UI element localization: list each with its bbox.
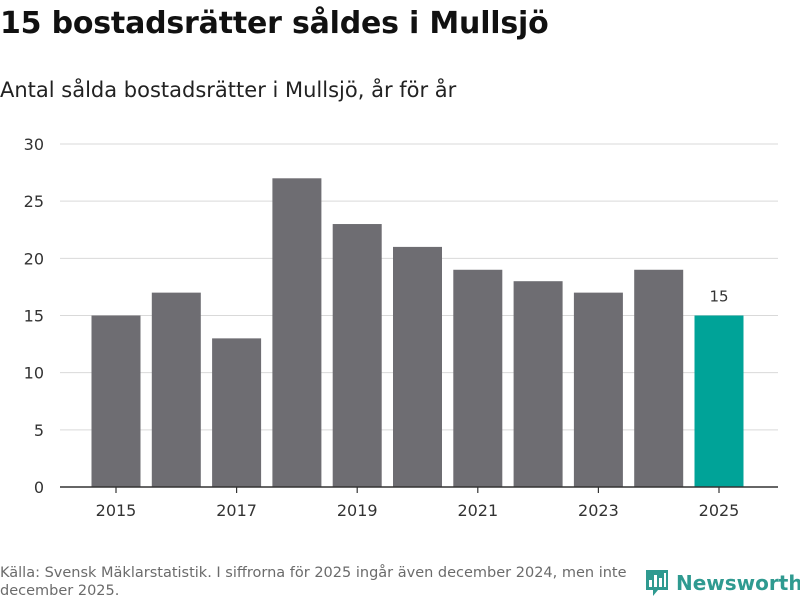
bar <box>513 281 563 487</box>
y-tick-label: 0 <box>34 478 44 497</box>
bar <box>694 315 744 487</box>
bar <box>393 246 442 487</box>
source-note: Källa: Svensk Mäklarstatistik. I siffror… <box>0 565 627 599</box>
x-tick-label: 2025 <box>699 501 740 520</box>
y-tick-label: 10 <box>24 364 44 383</box>
y-tick-label: 30 <box>24 135 44 154</box>
bar <box>634 269 684 487</box>
bar <box>272 178 322 488</box>
bar <box>573 292 623 487</box>
x-tick-label: 2021 <box>457 501 498 520</box>
bar-chart-speech-bubble-icon <box>646 570 668 596</box>
bar <box>91 315 141 487</box>
x-tick-label: 2015 <box>96 501 137 520</box>
x-tick-label: 2023 <box>578 501 619 520</box>
y-tick-label: 25 <box>24 192 44 211</box>
y-tick-label: 5 <box>34 421 44 440</box>
y-tick-label: 15 <box>24 307 44 326</box>
bar <box>453 269 503 487</box>
y-tick-label: 20 <box>24 249 44 268</box>
bar <box>212 338 262 487</box>
brand-logo[interactable]: Newsworthy <box>644 568 800 598</box>
chart-subtitle: Antal sålda bostadsrätter i Mullsjö, år … <box>0 78 457 102</box>
bar <box>151 292 201 487</box>
data-label: 15 <box>709 288 728 306</box>
x-tick-label: 2019 <box>337 501 378 520</box>
brand-name: Newsworthy <box>676 571 800 595</box>
bar <box>332 224 382 487</box>
chart-title: 15 bostadsrätter såldes i Mullsjö <box>0 6 549 41</box>
x-tick-label: 2017 <box>216 501 257 520</box>
